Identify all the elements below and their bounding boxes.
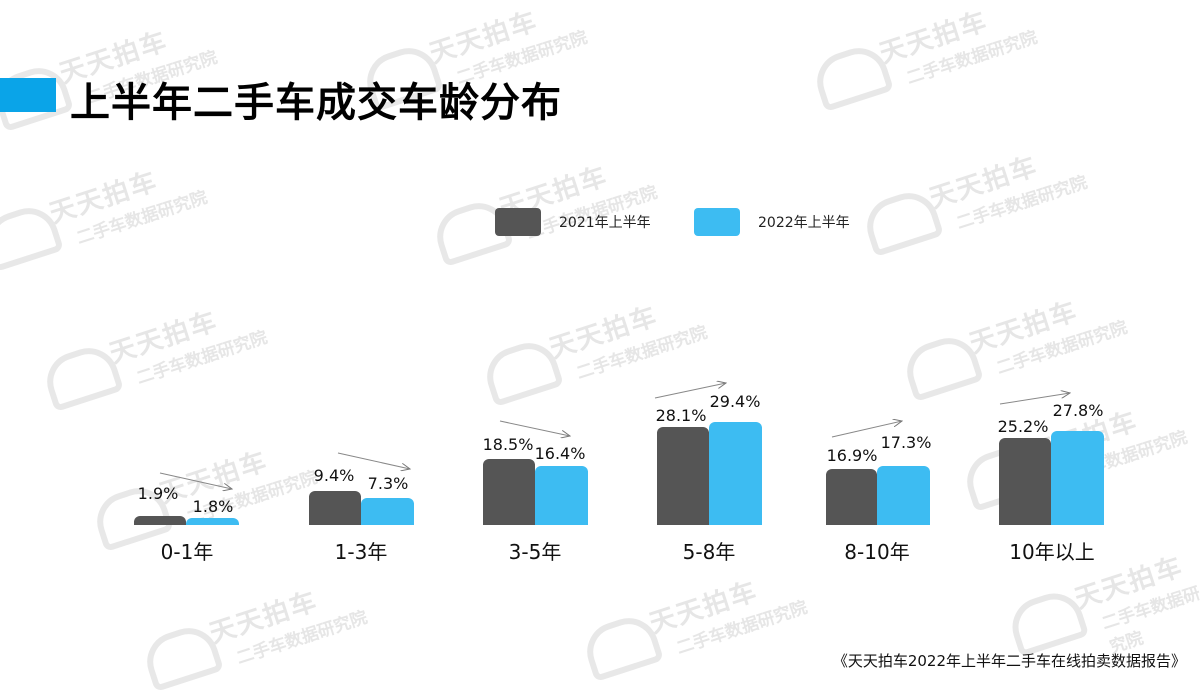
bar-2021-3-5 bbox=[483, 459, 535, 525]
trend-arrow-icon bbox=[499, 420, 570, 436]
trend-arrow-icon bbox=[831, 421, 902, 438]
legend-label: 2021年上半年 bbox=[559, 215, 651, 231]
trend-arrow-icon bbox=[654, 383, 726, 399]
value-label: 7.3% bbox=[367, 474, 409, 493]
bar-2021-8-10 bbox=[826, 469, 877, 525]
legend-swatch-blue bbox=[694, 208, 740, 236]
value-label: 18.5% bbox=[482, 435, 534, 454]
category-label: 5-8年 bbox=[682, 540, 736, 564]
category-label: 3-5年 bbox=[508, 540, 562, 564]
trend-arrows bbox=[159, 0, 1200, 675]
bar-2021-5-8 bbox=[657, 427, 709, 525]
bar-2022-10plus bbox=[1051, 431, 1104, 525]
bar-2022-8-10 bbox=[877, 466, 930, 525]
bar-2021-10plus bbox=[999, 438, 1051, 525]
value-label: 17.3% bbox=[880, 433, 932, 452]
value-label: 9.4% bbox=[313, 466, 355, 485]
value-label: 1.8% bbox=[192, 497, 234, 516]
title-accent-bar bbox=[0, 78, 56, 112]
legend-item-2021: 2021年上半年 bbox=[495, 208, 651, 236]
bar-2022-0-1 bbox=[186, 518, 239, 525]
category-label: 10年以上 bbox=[1009, 540, 1095, 564]
value-label: 1.9% bbox=[137, 484, 179, 503]
page-title: 上半年二手车成交车龄分布 bbox=[70, 80, 562, 126]
value-label: 25.2% bbox=[997, 417, 1049, 436]
value-label: 27.8% bbox=[1052, 401, 1104, 420]
source-citation: 《天天拍车2022年上半年二手车在线拍卖数据报告》 bbox=[832, 652, 1186, 670]
category-label: 8-10年 bbox=[844, 540, 910, 564]
value-label: 28.1% bbox=[655, 406, 707, 425]
bar-2021-1-3 bbox=[309, 491, 361, 525]
category-label: 1-3年 bbox=[334, 540, 388, 564]
bar-2022-5-8 bbox=[709, 422, 762, 525]
legend-item-2022: 2022年上半年 bbox=[694, 208, 850, 236]
legend-swatch-dark bbox=[495, 208, 541, 236]
value-label: 16.9% bbox=[826, 446, 878, 465]
value-label: 16.4% bbox=[534, 444, 586, 463]
trend-arrow-icon bbox=[337, 452, 410, 469]
legend-label: 2022年上半年 bbox=[758, 215, 850, 231]
bar-2021-0-1 bbox=[134, 516, 186, 525]
trend-arrow-icon bbox=[999, 393, 1070, 405]
value-label: 29.4% bbox=[709, 392, 761, 411]
bar-2022-3-5 bbox=[535, 466, 588, 525]
trend-arrow-icon bbox=[159, 472, 232, 489]
category-label: 0-1年 bbox=[160, 540, 214, 564]
bar-2022-1-3 bbox=[361, 498, 414, 525]
